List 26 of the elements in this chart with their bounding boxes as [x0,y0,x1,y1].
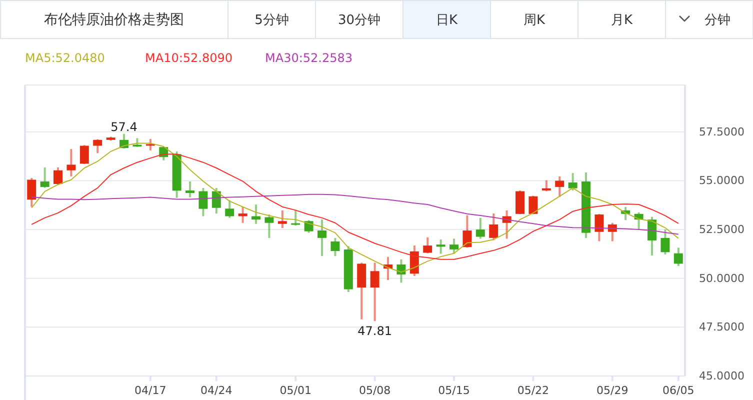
chart-title: 布伦特原油价格走势图 [44,12,184,28]
text: 分钟 [704,13,730,28]
y-tick-label: 52.5000 [699,223,744,236]
x-tick-label: 05/08 [358,384,391,397]
y-tick-label: 45.0000 [699,370,744,383]
text: 5分钟 [254,13,289,28]
y-tick-label: 55.0000 [699,174,744,188]
y-tick-label: 47.5000 [699,320,744,334]
text: MA10:52.8090 [145,51,232,65]
text: 月K [610,13,633,28]
x-tick-label: 04/24 [200,384,232,397]
text: 日K [436,13,458,28]
x-tick-label: 04/17 [134,384,166,397]
text: 周K [523,13,546,28]
y-tick-label: 50.0000 [699,272,744,285]
x-tick-label: 05/15 [438,384,470,397]
x-tick-label: 05/01 [280,384,312,397]
text: MA30:52.2583 [265,51,352,65]
x-tick-label: 05/29 [596,384,628,397]
text: 30分钟 [338,13,381,28]
y-tick-label: 57.5000 [699,125,744,138]
annotation: 57.4 [110,120,138,134]
x-tick-label: 05/22 [517,384,550,397]
annotation: 47.81 [358,324,392,338]
text: MA5:52.0480 [25,51,105,65]
x-tick-label: 06/05 [662,384,694,397]
